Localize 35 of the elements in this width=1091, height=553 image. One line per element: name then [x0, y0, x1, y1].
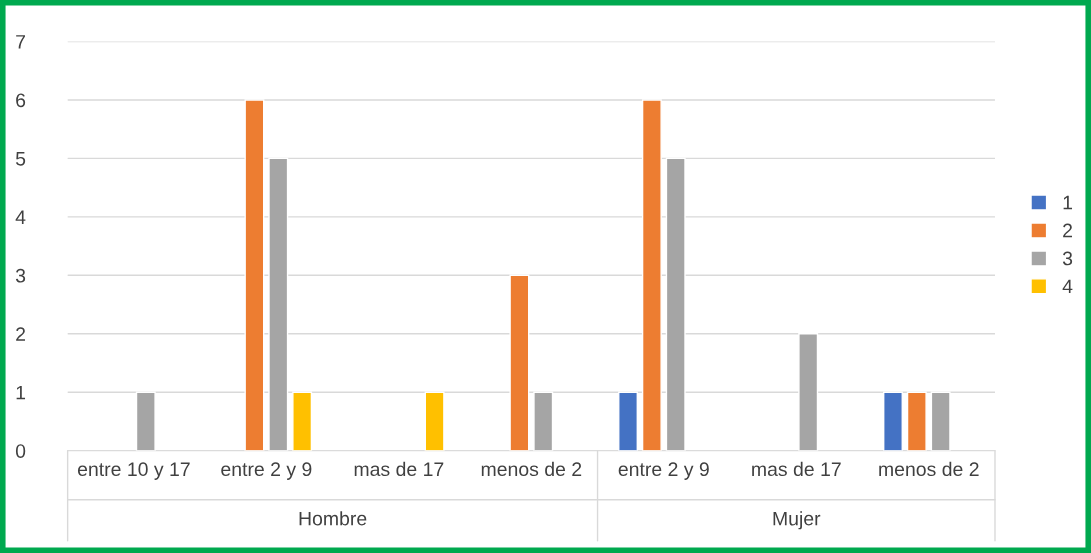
legend-label: 2	[1063, 223, 1072, 238]
bar	[665, 157, 686, 451]
y-tick-label: 0	[15, 444, 26, 458]
bar	[906, 391, 927, 451]
bar	[424, 391, 445, 451]
bar	[930, 391, 951, 451]
y-tick-label: 5	[15, 152, 26, 166]
text: Mujer	[773, 511, 821, 530]
text: Hombre	[299, 511, 367, 526]
y-tick-label: 4	[15, 210, 26, 224]
bar	[268, 157, 289, 451]
bar	[533, 391, 554, 451]
bar	[244, 99, 265, 451]
y-tick-label: 3	[15, 268, 26, 283]
legend-label: 3	[1062, 251, 1073, 266]
y-tick-label: 7	[16, 35, 25, 49]
x-tick-label: entre 2 y 9	[618, 462, 709, 480]
y-tick-label: 2	[16, 327, 25, 341]
x-tick-label: entre 2 y 9	[221, 462, 312, 480]
bar	[641, 99, 662, 451]
legend-label: 4	[1062, 279, 1073, 294]
x-tick-label: menos de 2	[481, 461, 582, 477]
bar	[135, 391, 156, 451]
legend-label: 1	[1063, 195, 1073, 210]
y-tick-label: 6	[16, 93, 26, 108]
x-tick-label: mas de 17	[752, 461, 841, 477]
bar	[618, 391, 638, 451]
x-tick-label: mas de 17	[354, 461, 444, 477]
bar	[883, 391, 903, 451]
bar	[798, 333, 819, 451]
bar	[509, 274, 530, 451]
y-tick-label: 1	[16, 385, 26, 400]
bar	[292, 391, 313, 451]
x-tick-label: entre 10 y 17	[77, 462, 190, 480]
x-tick-label: menos de 2	[879, 461, 979, 477]
